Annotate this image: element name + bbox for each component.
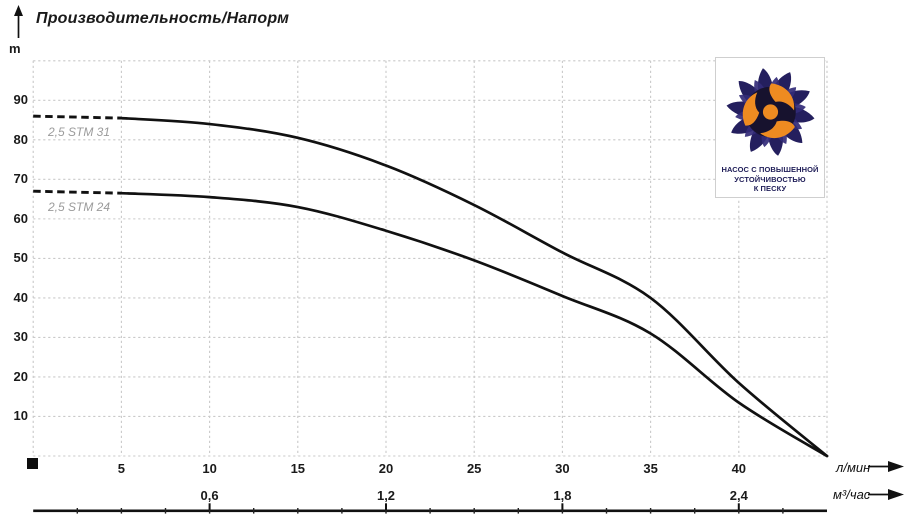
x-tick-label-lmin-35: 35 [643, 461, 658, 476]
x-axis-arrow-lmin-icon [868, 461, 904, 472]
curve-solid-segment-1 [120, 191, 829, 458]
curve-dashed-segment-1 [33, 189, 122, 195]
x-tick-label-lmin-10: 10 [202, 461, 217, 476]
curve-dashed-segment-0 [33, 114, 122, 120]
y-tick-label-50: 50 [13, 250, 28, 266]
y-tick-label-70: 70 [13, 171, 28, 187]
curve-label-stm31: 2,5 STM 31 [48, 125, 111, 140]
x-tick-label-lmin-40: 40 [731, 461, 747, 476]
x-tick-label-m3h-1,2: 1,2 [376, 488, 396, 503]
y-tick-label-10: 10 [13, 408, 28, 424]
pump-rotor-logo-icon [726, 68, 815, 156]
x-axis-unit-m3h: м³/час [833, 487, 871, 502]
badge-text-line: УСТОЙЧИВОСТЬЮ [734, 174, 806, 184]
x-tick-label-m3h-0,6: 0,6 [200, 488, 219, 503]
y-tick-label-90: 90 [13, 92, 28, 108]
curve-label-stm24: 2,5 STM 24 [48, 200, 111, 215]
x-tick-label-lmin-25: 25 [466, 461, 482, 476]
y-tick-label-40: 40 [13, 289, 28, 305]
badge-text: НАСОС С ПОВЫШЕННОЙ УСТОЙЧИВОСТЬЮ К ПЕСКУ [716, 165, 824, 194]
y-tick-label-30: 30 [13, 329, 28, 345]
x-axis-arrow-m3h-icon [868, 489, 904, 500]
curve-solid-segment-0 [120, 116, 829, 458]
badge-text-line: К ПЕСКУ [753, 184, 787, 193]
x-axis-unit-lmin: л/мин [836, 460, 871, 475]
badge-text-line: НАСОС С ПОВЫШЕННОЙ [721, 165, 819, 174]
x-tick-label-lmin-15: 15 [290, 461, 306, 476]
x-tick-label-m3h-1,8: 1,8 [553, 488, 572, 503]
y-tick-label-60: 60 [13, 210, 28, 226]
y-axis-unit-label: m [9, 41, 21, 56]
y-tick-label-80: 80 [13, 131, 28, 147]
y-axis-arrow-icon [14, 5, 23, 38]
chart-title: Производительность/Напорм [36, 10, 290, 27]
x-tick-label-lmin-20: 20 [378, 461, 394, 476]
y-tick-label-20: 20 [13, 368, 28, 384]
x-tick-label-lmin-30: 30 [555, 461, 570, 476]
x-tick-label-lmin-5: 5 [117, 461, 126, 476]
x-tick-label-m3h-2,4: 2,4 [729, 488, 748, 503]
sand-resistant-pump-badge: НАСОС С ПОВЫШЕННОЙ УСТОЙЧИВОСТЬЮ К ПЕСКУ [715, 57, 825, 198]
